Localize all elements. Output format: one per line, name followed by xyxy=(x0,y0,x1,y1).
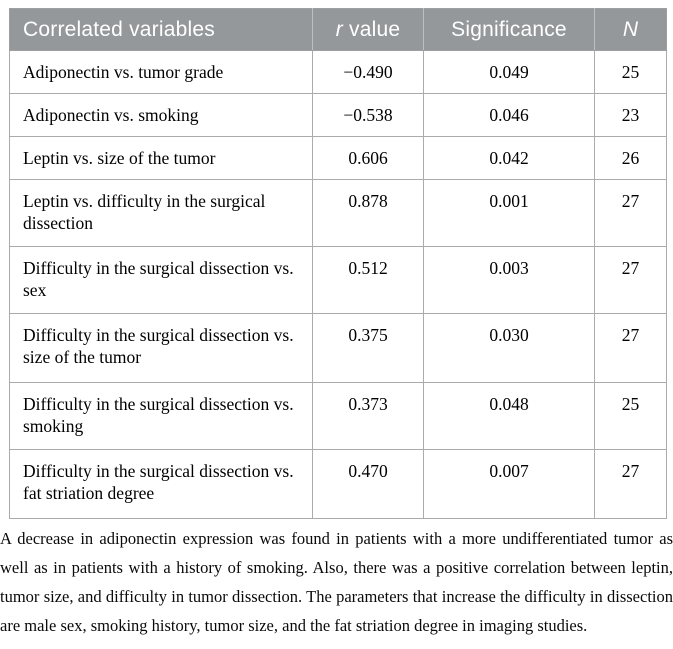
cell-n: 25 xyxy=(594,50,667,94)
table-row: Difficulty in the surgical dissection vs… xyxy=(9,313,667,383)
cell-significance: 0.042 xyxy=(423,136,595,180)
col-header-correlated-variables: Correlated variables xyxy=(9,8,313,51)
cell-r-value: −0.538 xyxy=(312,93,424,137)
table-row: Difficulty in the surgical dissection vs… xyxy=(9,382,667,450)
table-body: Adiponectin vs. tumor grade −0.490 0.049… xyxy=(9,50,667,519)
cell-variables: Adiponectin vs. smoking xyxy=(9,93,313,137)
cell-significance: 0.049 xyxy=(423,50,595,94)
cell-n: 26 xyxy=(594,136,667,180)
cell-variables: Difficulty in the surgical dissection vs… xyxy=(9,449,313,519)
col-header-n: N xyxy=(594,8,667,51)
col-header-r-value: r value xyxy=(312,8,424,51)
table-row: Adiponectin vs. tumor grade −0.490 0.049… xyxy=(9,50,667,94)
cell-n: 25 xyxy=(594,382,667,450)
cell-r-value: 0.375 xyxy=(312,313,424,383)
col-header-significance: Significance xyxy=(423,8,595,51)
cell-r-value: 0.470 xyxy=(312,449,424,519)
cell-variables: Difficulty in the surgical dissection vs… xyxy=(9,313,313,383)
cell-n: 23 xyxy=(594,93,667,137)
cell-significance: 0.007 xyxy=(423,449,595,519)
cell-n: 27 xyxy=(594,449,667,519)
cell-variables: Leptin vs. size of the tumor xyxy=(9,136,313,180)
cell-variables: Leptin vs. difficulty in the surgical di… xyxy=(9,179,313,247)
cell-n: 27 xyxy=(594,313,667,383)
cell-r-value: 0.606 xyxy=(312,136,424,180)
table-row: Leptin vs. difficulty in the surgical di… xyxy=(9,179,667,247)
cell-r-value: 0.512 xyxy=(312,246,424,314)
table-row: Adiponectin vs. smoking −0.538 0.046 23 xyxy=(9,93,667,137)
r-italic: r xyxy=(335,17,343,41)
col-header-label: Correlated variables xyxy=(23,17,215,41)
cell-significance: 0.001 xyxy=(423,179,595,247)
cell-r-value: −0.490 xyxy=(312,50,424,94)
cell-n: 27 xyxy=(594,179,667,247)
cell-significance: 0.046 xyxy=(423,93,595,137)
cell-significance: 0.003 xyxy=(423,246,595,314)
table-row: Difficulty in the surgical dissection vs… xyxy=(9,246,667,314)
table-row: Difficulty in the surgical dissection vs… xyxy=(9,449,667,519)
table-row: Leptin vs. size of the tumor 0.606 0.042… xyxy=(9,136,667,180)
correlation-table: Correlated variables r value Significanc… xyxy=(9,8,667,519)
cell-variables: Difficulty in the surgical dissection vs… xyxy=(9,382,313,450)
correlation-table-figure: Correlated variables r value Significanc… xyxy=(9,8,667,519)
cell-n: 27 xyxy=(594,246,667,314)
cell-variables: Difficulty in the surgical dissection vs… xyxy=(9,246,313,314)
cell-r-value: 0.878 xyxy=(312,179,424,247)
cell-r-value: 0.373 xyxy=(312,382,424,450)
cell-variables: Adiponectin vs. tumor grade xyxy=(9,50,313,94)
table-header-row: Correlated variables r value Significanc… xyxy=(9,8,667,51)
cell-significance: 0.030 xyxy=(423,313,595,383)
table-caption: A decrease in adiponectin expression was… xyxy=(0,529,673,635)
r-value-rest: value xyxy=(342,17,401,41)
n-italic: N xyxy=(622,17,639,41)
cell-significance: 0.048 xyxy=(423,382,595,450)
